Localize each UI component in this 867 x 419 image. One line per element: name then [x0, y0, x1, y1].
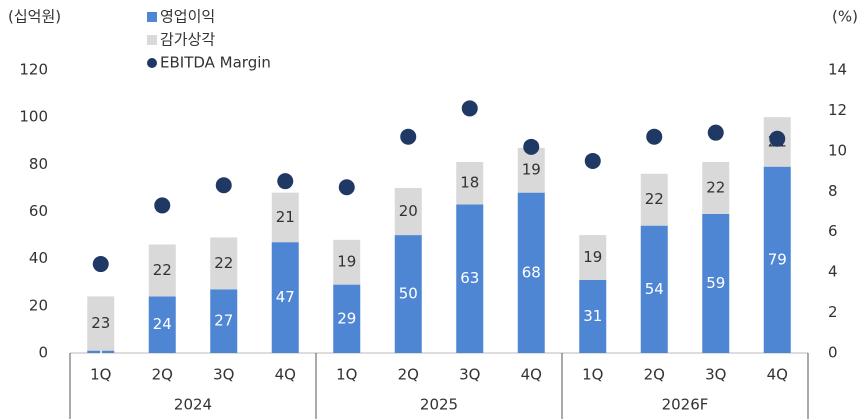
data-label: 50: [399, 285, 418, 303]
bar: [333, 239, 361, 285]
legend-label: 영업이익: [160, 8, 215, 26]
y2-tick-label: 12: [828, 101, 847, 119]
y-tick-label: 60: [29, 202, 48, 220]
marker: [707, 124, 724, 141]
y-tick-label: 80: [29, 155, 48, 173]
data-label: 21: [276, 208, 295, 226]
x-tick-label: 3Q: [705, 366, 726, 384]
data-label: 59: [706, 274, 725, 292]
y2-tick-label: 0: [828, 344, 838, 362]
legend-label: EBITDA Margin: [160, 54, 271, 72]
x-tick-label: 2Q: [644, 366, 665, 384]
y2-tick-label: 6: [828, 222, 838, 240]
marker: [92, 256, 109, 273]
bar: [456, 204, 484, 353]
x-tick-label: 2Q: [152, 366, 173, 384]
bar: [579, 235, 607, 280]
data-label: 79: [768, 250, 787, 268]
group-label: 2025: [420, 396, 458, 414]
y2-tick-label: 14: [828, 61, 847, 79]
data-label: 63: [460, 269, 479, 287]
x-tick-label: 4Q: [275, 366, 296, 384]
y-tick-label: 20: [29, 296, 48, 314]
y2-tick-label: 2: [828, 303, 838, 321]
y-tick-label: 120: [19, 61, 48, 79]
marker: [584, 152, 601, 169]
legend-swatch: [147, 58, 157, 68]
data-label: 47: [276, 288, 295, 306]
bar: [702, 213, 730, 353]
legend-label: 감가상각: [160, 31, 215, 49]
y2-tick-label: 8: [828, 182, 838, 200]
bar: [271, 242, 299, 353]
x-tick-label: 4Q: [521, 366, 542, 384]
y2-tick-label: 10: [828, 141, 847, 159]
bar: [271, 192, 299, 243]
data-label: 22: [214, 254, 233, 272]
bar: [456, 161, 484, 205]
x-tick-label: 3Q: [459, 366, 480, 384]
x-tick-label: 1Q: [336, 366, 357, 384]
data-label: 18: [460, 174, 479, 192]
legend-swatch: [147, 35, 157, 45]
marker: [215, 177, 232, 194]
y-tick-label: 40: [29, 249, 48, 267]
marker: [400, 128, 417, 145]
marker: [461, 100, 478, 117]
bar: [87, 350, 115, 353]
data-label: 1: [96, 342, 106, 360]
bar: [394, 235, 422, 353]
data-label: 24: [153, 315, 172, 333]
data-label: 68: [522, 263, 541, 281]
y2-tick-label: 4: [828, 263, 838, 281]
marker: [523, 138, 540, 155]
bar: [579, 279, 607, 353]
bar: [148, 244, 176, 297]
bar: [763, 166, 791, 353]
marker: [277, 173, 294, 190]
marker: [338, 179, 355, 196]
bar: [333, 284, 361, 353]
y-tick-label: 100: [19, 108, 48, 126]
marker: [646, 128, 663, 145]
bar: [640, 225, 668, 353]
data-label: 22: [706, 178, 725, 196]
data-label: 27: [214, 312, 233, 330]
data-label: 23: [91, 314, 110, 332]
y2-unit: (%): [832, 8, 858, 26]
legend-swatch: [147, 12, 157, 22]
group-label: 2026F: [662, 396, 709, 414]
x-tick-label: 4Q: [767, 366, 788, 384]
bar: [517, 147, 545, 193]
group-label: 2024: [174, 396, 212, 414]
data-label: 19: [522, 161, 541, 179]
data-label: 31: [583, 307, 602, 325]
marker: [154, 197, 171, 214]
bar: [702, 161, 730, 214]
marker: [769, 130, 786, 147]
data-label: 22: [645, 190, 664, 208]
data-label: 19: [337, 253, 356, 271]
data-label: 22: [153, 261, 172, 279]
bar: [210, 237, 238, 290]
data-label: 19: [583, 248, 602, 266]
x-tick-label: 3Q: [213, 366, 234, 384]
x-tick-label: 1Q: [90, 366, 111, 384]
data-label: 29: [337, 309, 356, 327]
y-tick-label: 0: [38, 344, 48, 362]
bar: [148, 296, 176, 353]
bar: [210, 289, 238, 353]
bar: [394, 187, 422, 236]
x-tick-label: 1Q: [582, 366, 603, 384]
y-unit: (십억원): [8, 8, 61, 26]
data-label: 20: [399, 202, 418, 220]
bar: [640, 173, 668, 226]
bar: [87, 296, 115, 351]
bar: [517, 192, 545, 353]
data-label: 54: [645, 280, 664, 298]
x-tick-label: 2Q: [398, 366, 419, 384]
